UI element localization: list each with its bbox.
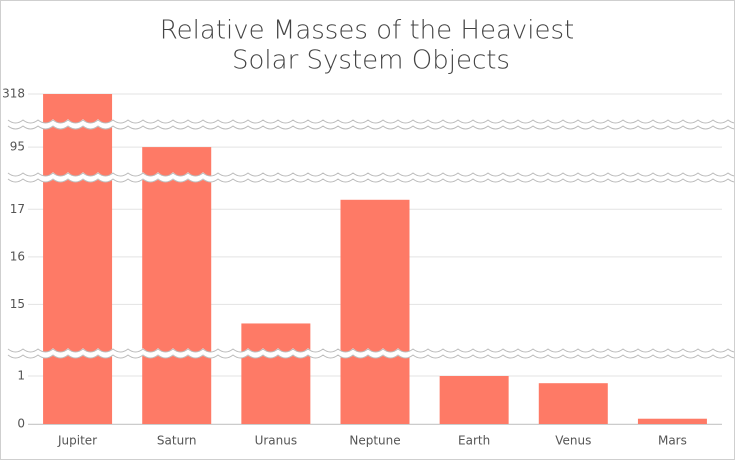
- scale-break: [6, 119, 734, 129]
- bar: [439, 376, 509, 424]
- bar: [637, 418, 707, 424]
- scale-break: [6, 348, 734, 358]
- x-tick-label: Venus: [555, 434, 591, 448]
- y-tick-label: 15: [10, 297, 25, 311]
- bar: [538, 383, 608, 424]
- y-tick-label: 0: [17, 417, 25, 431]
- y-tick-label: 318: [2, 87, 25, 101]
- chart-title: Relative Masses of the Heaviest: [160, 16, 574, 46]
- y-tick-label: 17: [10, 202, 25, 216]
- x-tick-label: Neptune: [349, 434, 400, 448]
- chart-title: Solar System Objects: [232, 46, 510, 76]
- x-tick-label: Mars: [658, 434, 687, 448]
- scale-break-edge: [7, 172, 734, 177]
- y-tick-label: 1: [17, 369, 25, 383]
- scale-break-edge: [7, 354, 734, 359]
- bar: [43, 94, 113, 424]
- x-tick-label: Jupiter: [57, 434, 97, 448]
- x-tick-label: Uranus: [255, 434, 298, 448]
- bar: [340, 199, 410, 424]
- scale-break-edge: [7, 125, 734, 130]
- bar: [241, 323, 311, 424]
- bar: [142, 147, 212, 424]
- x-tick-label: Saturn: [157, 434, 197, 448]
- y-tick-label: 16: [10, 249, 25, 263]
- x-tick-label: Earth: [458, 434, 490, 448]
- scale-break-edge: [7, 348, 734, 353]
- scale-break-edge: [7, 178, 734, 183]
- scale-break-edge: [7, 119, 734, 124]
- scale-break: [6, 172, 734, 182]
- y-tick-label: 95: [10, 140, 25, 154]
